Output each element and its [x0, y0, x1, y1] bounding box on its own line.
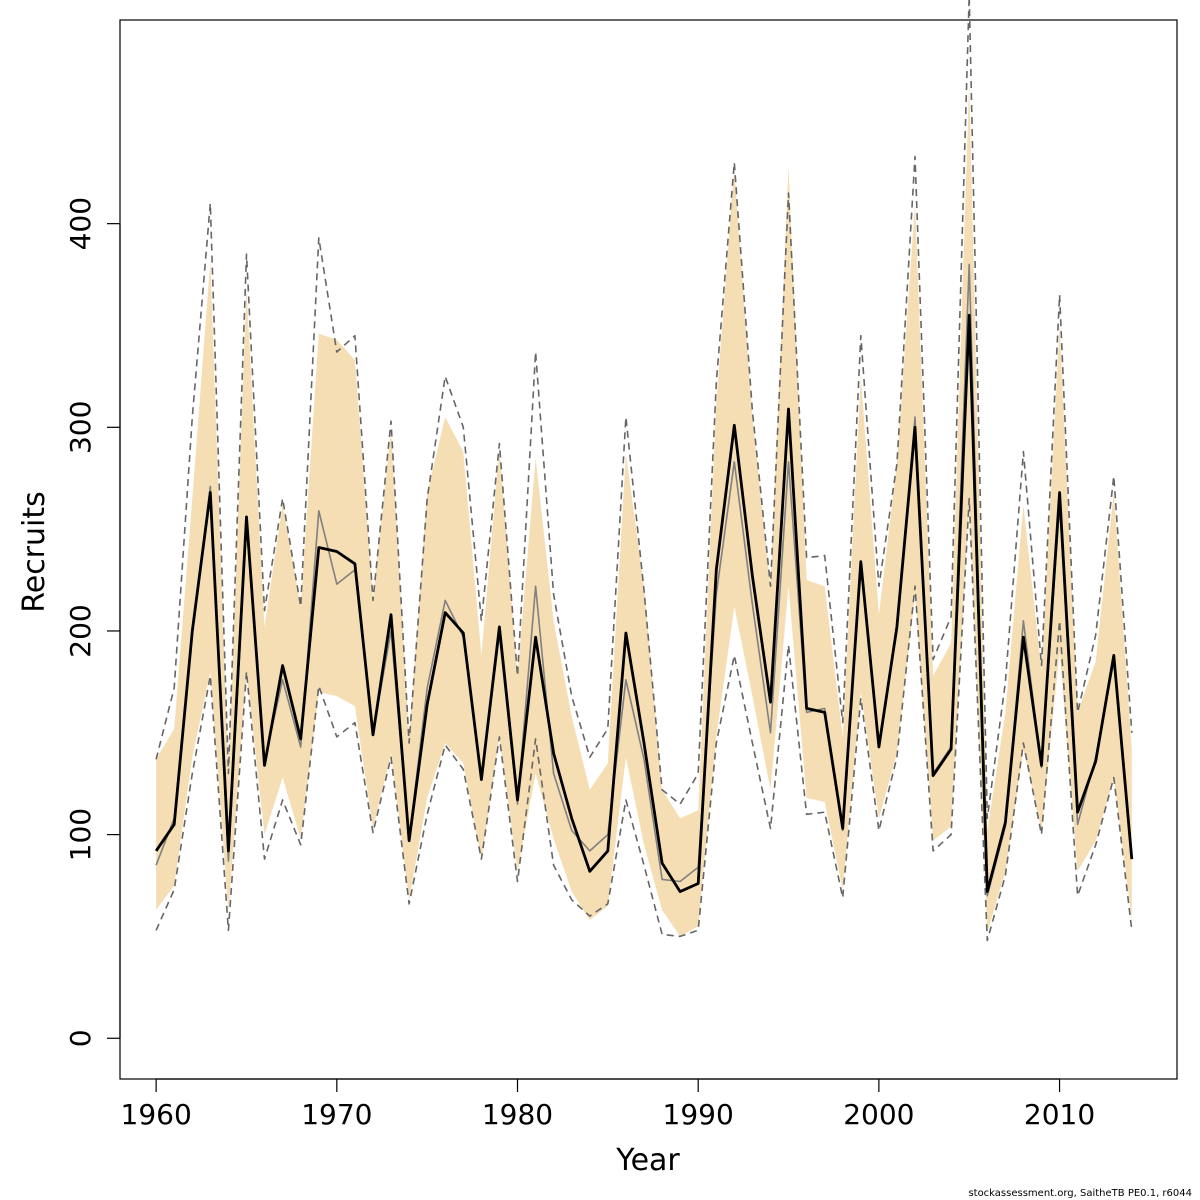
y-axis-title: Recruits — [17, 491, 52, 613]
series-line-comparison — [155, 263, 1133, 897]
y-axis: 0 100 200 300 400 — [64, 197, 121, 1047]
x-tick-label: 1960 — [121, 1098, 192, 1131]
credit-text: stockassessment.org, SaitheTB PE0.1, r60… — [968, 1188, 1192, 1199]
y-tick-label: 0 — [64, 1029, 97, 1047]
x-tick-label: 1980 — [482, 1098, 553, 1131]
x-tick-label: 2010 — [1024, 1098, 1095, 1131]
series-line-bound-lower — [155, 497, 1133, 942]
x-tick-label: 2000 — [843, 1098, 914, 1131]
y-tick-label: 200 — [64, 604, 97, 657]
x-axis-title: Year — [615, 1143, 680, 1178]
plot-layer — [154, 0, 1134, 942]
y-tick-label: 300 — [64, 401, 97, 454]
y-tick-label: 400 — [64, 197, 97, 250]
series-line-estimate — [154, 313, 1134, 893]
y-tick-label: 100 — [64, 808, 97, 861]
series-line-bound-upper — [155, 0, 1133, 820]
x-tick-label: 1970 — [301, 1098, 372, 1131]
x-axis: 1960 1970 1980 1990 2000 2010 — [121, 1078, 1095, 1131]
x-tick-label: 1990 — [663, 1098, 734, 1131]
